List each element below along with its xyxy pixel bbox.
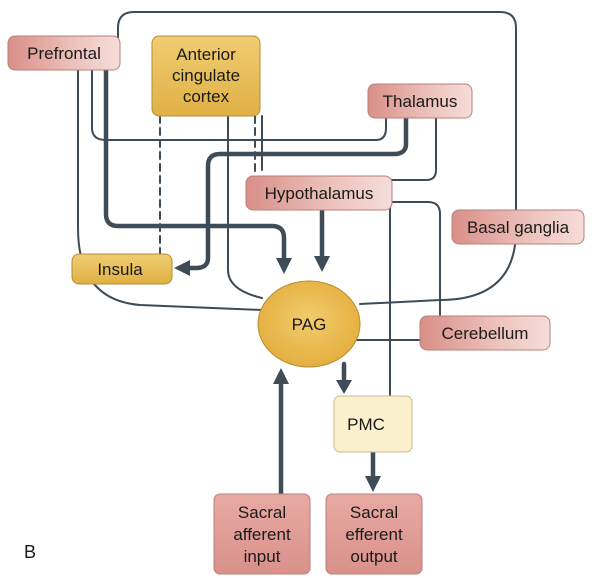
node-sacral-afferent-label-line2: afferent bbox=[233, 525, 291, 544]
node-sacral-efferent-label-line1: Sacral bbox=[350, 503, 398, 522]
prefrontal-pag-arrowhead bbox=[276, 258, 292, 274]
node-pmc: PMC bbox=[333, 395, 413, 453]
node-pag-label: PAG bbox=[292, 315, 327, 334]
thalamus-insula-arrowhead bbox=[174, 260, 190, 276]
afferent-pag-arrowhead bbox=[273, 368, 289, 384]
node-hypothalamus: Hypothalamus bbox=[245, 175, 393, 211]
node-anterior-cingulate-cortex: Anterior cingulate cortex bbox=[151, 35, 261, 117]
node-insula-label: Insula bbox=[97, 260, 143, 279]
thalamus-to-insula-arrow bbox=[183, 115, 409, 271]
hypothalamus-pag-arrowhead bbox=[314, 256, 330, 272]
node-basal-ganglia: Basal ganglia bbox=[451, 209, 585, 245]
node-sacral-afferent-label-line1: Sacral bbox=[238, 503, 286, 522]
node-basal-ganglia-label: Basal ganglia bbox=[467, 218, 570, 237]
node-sacral-efferent-label-line3: output bbox=[350, 547, 398, 566]
thalamus-to-hypothalamus-line bbox=[391, 117, 437, 181]
panel-label: B bbox=[24, 542, 36, 562]
node-sacral-afferent-input: Sacral afferent input bbox=[213, 493, 311, 575]
node-prefrontal: Prefrontal bbox=[7, 35, 121, 71]
node-pag: PAG bbox=[257, 280, 361, 368]
pmc-efferent-arrowhead bbox=[365, 476, 381, 492]
acc-to-pag-line bbox=[227, 115, 263, 299]
node-acc-label-line1: Anterior bbox=[176, 45, 236, 64]
node-cerebellum-label: Cerebellum bbox=[442, 324, 529, 343]
node-thalamus-label: Thalamus bbox=[383, 92, 458, 111]
connections bbox=[77, 11, 517, 497]
node-sacral-afferent-label-line3: input bbox=[244, 547, 281, 566]
hypothalamus-to-cerebellum-line bbox=[389, 201, 441, 321]
node-cerebellum: Cerebellum bbox=[419, 315, 551, 351]
node-insula: Insula bbox=[71, 253, 173, 285]
prefrontal-outer-loop-line bbox=[117, 11, 517, 305]
node-hypothalamus-label: Hypothalamus bbox=[265, 184, 374, 203]
node-thalamus: Thalamus bbox=[367, 83, 473, 119]
node-pmc-label: PMC bbox=[347, 415, 385, 434]
node-acc-label-line2: cingulate bbox=[172, 66, 240, 85]
prefrontal-thalamus-line bbox=[91, 69, 387, 141]
pag-pmc-arrowhead bbox=[336, 380, 352, 394]
node-sacral-efferent-output: Sacral efferent output bbox=[325, 493, 423, 575]
node-prefrontal-label: Prefrontal bbox=[27, 44, 101, 63]
prefrontal-to-pag-arrow bbox=[103, 67, 287, 265]
node-sacral-efferent-label-line2: efferent bbox=[345, 525, 403, 544]
node-acc-label-line3: cortex bbox=[183, 87, 230, 106]
